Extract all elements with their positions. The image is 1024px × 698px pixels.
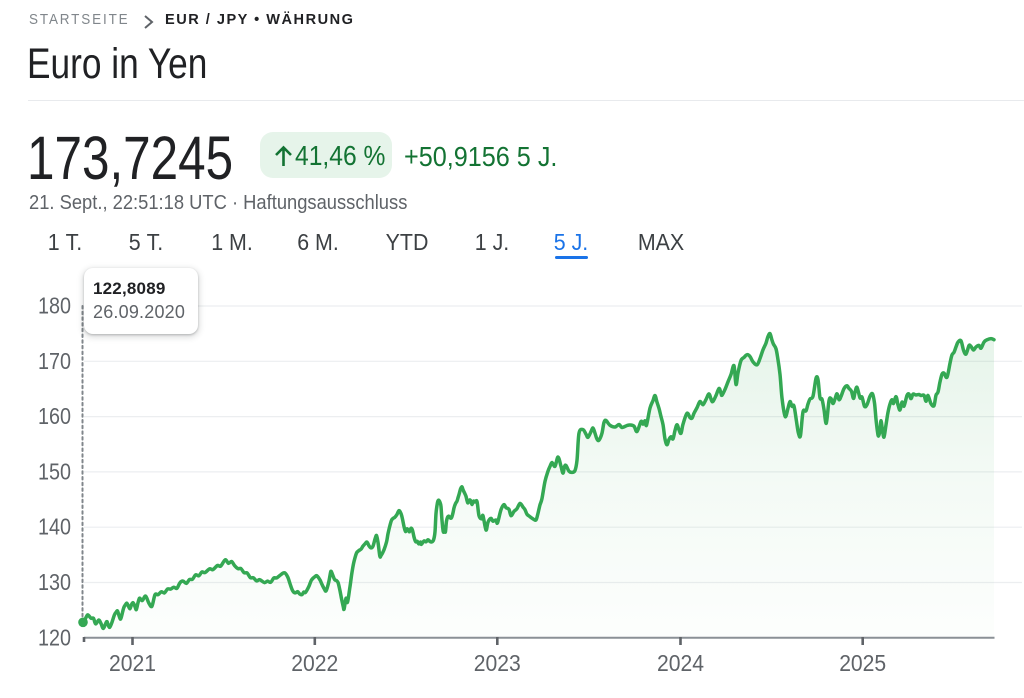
svg-text:2024: 2024 bbox=[657, 650, 704, 676]
svg-text:2025: 2025 bbox=[839, 650, 886, 676]
svg-text:120: 120 bbox=[38, 624, 71, 650]
svg-text:170: 170 bbox=[38, 348, 71, 374]
svg-text:180: 180 bbox=[38, 293, 71, 319]
svg-text:2021: 2021 bbox=[109, 650, 156, 676]
svg-text:150: 150 bbox=[38, 458, 71, 484]
svg-text:2022: 2022 bbox=[291, 650, 338, 676]
svg-text:140: 140 bbox=[38, 514, 71, 540]
svg-text:160: 160 bbox=[38, 403, 71, 429]
svg-text:2023: 2023 bbox=[474, 650, 521, 676]
svg-text:130: 130 bbox=[38, 569, 71, 595]
